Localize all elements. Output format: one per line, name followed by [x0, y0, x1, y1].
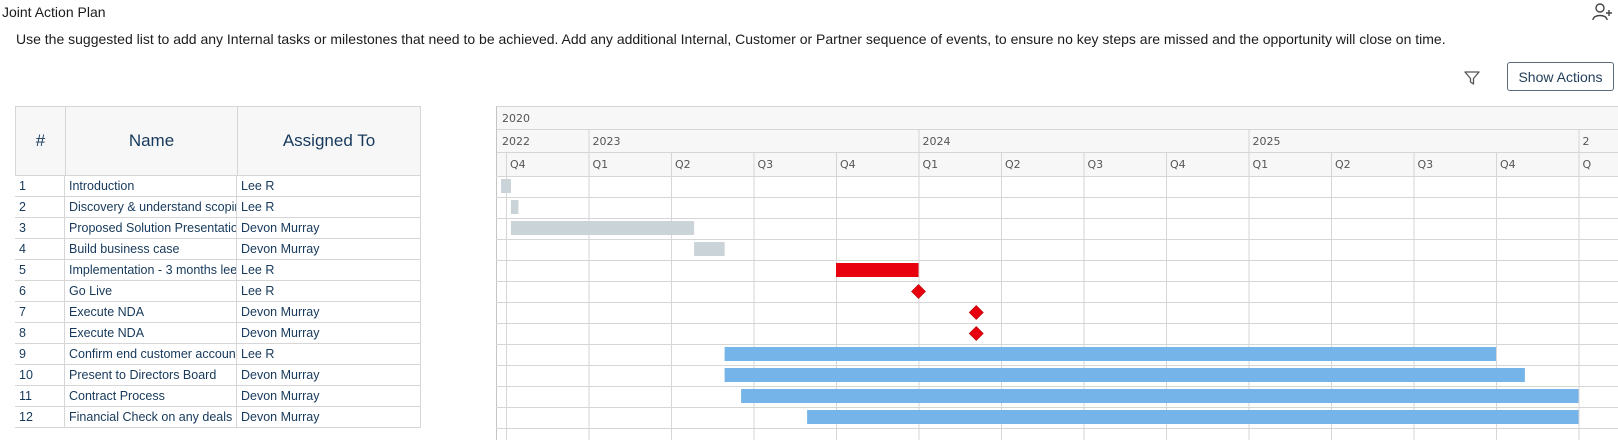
- table-row[interactable]: 1 Introduction Lee R: [15, 176, 421, 197]
- task-name: Execute NDA: [65, 302, 237, 323]
- assigned-to: Devon Murray: [237, 365, 421, 386]
- task-bar[interactable]: [510, 200, 519, 214]
- task-name: Present to Directors Board: [65, 365, 237, 386]
- row-number: 1: [15, 176, 65, 197]
- task-name: Build business case: [65, 239, 237, 260]
- task-name: Introduction: [65, 176, 237, 197]
- year-label: 2: [1583, 135, 1590, 148]
- quarter-label: Q3: [758, 158, 774, 171]
- task-bar[interactable]: [724, 347, 1496, 361]
- year-label: 2024: [923, 135, 951, 148]
- task-name: Go Live: [65, 281, 237, 302]
- task-bar[interactable]: [501, 179, 511, 193]
- quarter-label: Q2: [1005, 158, 1021, 171]
- assigned-to: Lee R: [237, 260, 421, 281]
- row-number: 4: [15, 239, 65, 260]
- table-row[interactable]: 6 Go Live Lee R: [15, 281, 421, 302]
- row-number: 5: [15, 260, 65, 281]
- task-bar[interactable]: [741, 389, 1579, 403]
- quarter-label: Q3: [1088, 158, 1104, 171]
- assigned-to: Devon Murray: [237, 386, 421, 407]
- quarter-label: Q: [1583, 158, 1592, 171]
- show-actions-button[interactable]: Show Actions: [1507, 62, 1614, 91]
- milestone-marker[interactable]: [968, 326, 984, 341]
- table-row[interactable]: 11 Contract Process Devon Murray: [15, 386, 421, 407]
- row-number: 10: [15, 365, 65, 386]
- add-user-icon[interactable]: [1592, 2, 1614, 22]
- table-row[interactable]: 2 Discovery & understand scoping Lee R: [15, 197, 421, 218]
- row-number: 2: [15, 197, 65, 218]
- assigned-to: Devon Murray: [237, 302, 421, 323]
- quarter-label: Q4: [840, 158, 856, 171]
- quarter-label: Q2: [1335, 158, 1351, 171]
- task-name: Execute NDA: [65, 323, 237, 344]
- table-row[interactable]: 8 Execute NDA Devon Murray: [15, 323, 421, 344]
- assigned-to: Devon Murray: [237, 239, 421, 260]
- row-number: 12: [15, 407, 65, 428]
- assigned-to: Devon Murray: [237, 407, 421, 428]
- year-label: 2020: [502, 112, 530, 125]
- table-row[interactable]: 4 Build business case Devon Murray: [15, 239, 421, 260]
- quarter-label: Q1: [923, 158, 939, 171]
- gantt-chart: 2020 2022 2023 2024 2025 2 Q4 Q1 Q2 Q3 Q4 Q1 Q2 Q3 Q4 Q…: [496, 106, 1618, 440]
- row-number: 9: [15, 344, 65, 365]
- assigned-to: Lee R: [237, 281, 421, 302]
- row-number: 6: [15, 281, 65, 302]
- assigned-to: Lee R: [237, 197, 421, 218]
- quarter-label: Q1: [593, 158, 609, 171]
- timeline-header: [496, 106, 1618, 176]
- task-name: Financial Check on any deals over: [65, 407, 237, 428]
- task-bar[interactable]: [724, 368, 1525, 382]
- assigned-to: Lee R: [237, 176, 421, 197]
- row-number: 11: [15, 386, 65, 407]
- table-row[interactable]: 3 Proposed Solution Presentation Devon Mur…: [15, 218, 421, 239]
- milestone-marker[interactable]: [911, 284, 926, 299]
- quarter-label: Q4: [510, 158, 526, 171]
- task-name: Proposed Solution Presentation: [65, 218, 237, 239]
- task-name: Confirm end customer account: [65, 344, 237, 365]
- quarter-label: Q2: [675, 158, 691, 171]
- column-header-assigned[interactable]: Assigned To: [237, 106, 421, 176]
- table-row[interactable]: 7 Execute NDA Devon Murray: [15, 302, 421, 323]
- quarter-label: Q3: [1418, 158, 1434, 171]
- year-label: 2023: [593, 135, 621, 148]
- year-label: 2022: [502, 135, 530, 148]
- task-name: Discovery & understand scoping: [65, 197, 237, 218]
- assigned-to: Devon Murray: [237, 218, 421, 239]
- page-title: Joint Action Plan: [2, 4, 106, 20]
- assigned-to: Lee R: [237, 344, 421, 365]
- row-number: 8: [15, 323, 65, 344]
- quarter-label: Q4: [1500, 158, 1516, 171]
- task-bar[interactable]: [836, 263, 919, 277]
- year-label: 2025: [1253, 135, 1281, 148]
- quarter-label: Q1: [1253, 158, 1269, 171]
- task-bar[interactable]: [510, 221, 695, 235]
- row-number: 3: [15, 218, 65, 239]
- column-header-number[interactable]: #: [15, 106, 65, 176]
- table-row[interactable]: 10 Present to Directors Board Devon Murray: [15, 365, 421, 386]
- table-row[interactable]: 9 Confirm end customer account Lee R: [15, 344, 421, 365]
- task-bar[interactable]: [694, 242, 725, 256]
- assigned-to: Devon Murray: [237, 323, 421, 344]
- task-name: Contract Process: [65, 386, 237, 407]
- intro-text: Use the suggested list to add any Intern…: [16, 31, 1446, 47]
- row-number: 7: [15, 302, 65, 323]
- quarter-label: Q4: [1170, 158, 1186, 171]
- task-bar[interactable]: [807, 410, 1579, 424]
- filter-icon[interactable]: [1464, 70, 1480, 86]
- milestone-marker[interactable]: [968, 305, 984, 320]
- column-header-name[interactable]: Name: [65, 106, 237, 176]
- task-name: Implementation - 3 months leeway: [65, 260, 237, 281]
